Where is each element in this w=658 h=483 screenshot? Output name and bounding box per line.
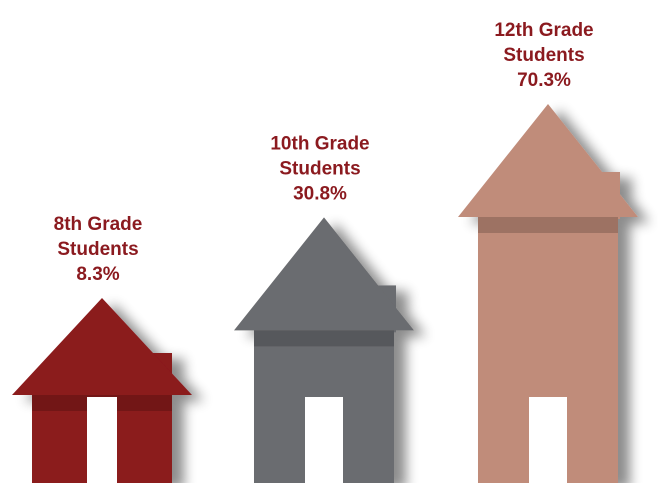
house-body-3 [458, 104, 638, 483]
house-1 [12, 298, 192, 483]
label-8th-grade-value: 8.3% [76, 264, 119, 285]
house-door-2 [305, 397, 343, 483]
label-8th-grade-line2: Students [57, 239, 138, 260]
label-12th-grade-value: 70.3% [517, 70, 571, 91]
house-body-1 [12, 298, 192, 483]
house-eave-shadow-2 [254, 330, 394, 347]
house-2 [234, 217, 414, 483]
label-10th-grade-line1: 10th Grade [270, 133, 369, 154]
house-3 [458, 104, 638, 483]
house-eave-shadow-3 [478, 217, 618, 233]
houses-group [12, 104, 638, 483]
label-12th-grade-line2: Students [503, 45, 584, 66]
house-body-2 [234, 217, 414, 483]
labels-group: 8th Grade Students 8.3% 10th Grade Stude… [54, 20, 594, 285]
label-12th-grade-line1: 12th Grade [494, 20, 593, 41]
label-10th-grade-value: 30.8% [293, 183, 347, 204]
label-10th-grade-line2: Students [279, 158, 360, 179]
house-door-1 [87, 397, 117, 483]
house-door-3 [529, 397, 567, 483]
label-8th-grade-line1: 8th Grade [54, 214, 143, 235]
